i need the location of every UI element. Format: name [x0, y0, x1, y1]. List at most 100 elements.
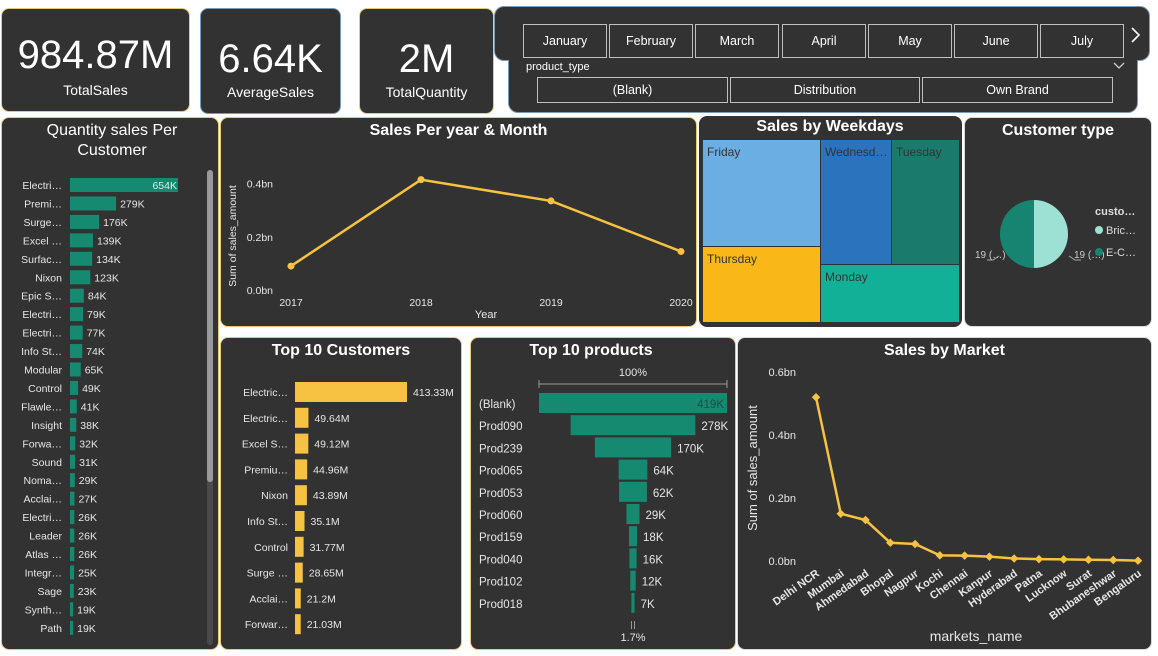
- bar[interactable]: [70, 583, 74, 598]
- treemap-thursday[interactable]: [703, 247, 820, 322]
- month-april[interactable]: April: [782, 24, 866, 58]
- month-february[interactable]: February: [609, 24, 693, 58]
- data-point[interactable]: [1034, 554, 1044, 564]
- data-point[interactable]: [836, 509, 846, 518]
- funnel-bar[interactable]: [594, 437, 672, 458]
- data-point[interactable]: [547, 197, 555, 205]
- bar[interactable]: [70, 399, 77, 414]
- bar[interactable]: [70, 436, 76, 451]
- bar[interactable]: [295, 433, 309, 454]
- bar[interactable]: [70, 620, 74, 635]
- scrollbar-track[interactable]: [207, 170, 213, 645]
- category-label: Noma…: [23, 475, 62, 487]
- funnel-bar[interactable]: [629, 548, 637, 569]
- bar[interactable]: [295, 485, 307, 506]
- chevron-right-icon[interactable]: [1129, 25, 1143, 45]
- month-june[interactable]: June: [954, 24, 1038, 58]
- legend-item[interactable]: Bric…: [1106, 225, 1136, 237]
- product-type-distribution[interactable]: Distribution: [730, 77, 920, 103]
- funnel-bar[interactable]: [618, 459, 648, 480]
- month-january[interactable]: January: [523, 24, 607, 58]
- funnel-bar[interactable]: [628, 526, 638, 547]
- data-point[interactable]: [287, 262, 295, 270]
- data-point[interactable]: [960, 551, 969, 560]
- data-label: 654K: [152, 180, 177, 192]
- bar[interactable]: [70, 454, 76, 469]
- bar[interactable]: [70, 510, 75, 525]
- bar[interactable]: [295, 459, 308, 480]
- month-july[interactable]: July: [1040, 24, 1124, 58]
- bar[interactable]: [70, 602, 74, 617]
- bar[interactable]: [70, 491, 75, 506]
- bar[interactable]: [70, 251, 93, 266]
- bar[interactable]: [70, 547, 75, 561]
- pie-slice-brick[interactable]: [1034, 200, 1068, 268]
- data-point[interactable]: [1108, 555, 1118, 565]
- category-label: Atlas …: [25, 549, 62, 561]
- treemap-friday[interactable]: [703, 140, 820, 246]
- bar[interactable]: [70, 307, 84, 322]
- data-point[interactable]: [935, 551, 945, 560]
- bar[interactable]: [70, 380, 79, 395]
- bar[interactable]: [70, 473, 75, 488]
- data-point[interactable]: [985, 552, 994, 561]
- funnel-bar[interactable]: [570, 415, 696, 436]
- bar[interactable]: [70, 417, 77, 432]
- data-point[interactable]: [910, 539, 920, 549]
- sales-by-weekdays-title: Sales by Weekdays: [756, 118, 904, 135]
- data-point[interactable]: [886, 538, 895, 547]
- scrollbar-thumb[interactable]: [207, 170, 213, 482]
- bar[interactable]: [295, 382, 407, 402]
- product-type-own-brand[interactable]: Own Brand: [922, 77, 1113, 103]
- month-may[interactable]: May: [868, 24, 952, 58]
- bar[interactable]: [70, 362, 81, 377]
- chevron-down-icon[interactable]: [1112, 61, 1126, 71]
- data-label: 29K: [646, 510, 667, 522]
- bar[interactable]: [70, 196, 117, 211]
- bar[interactable]: [70, 270, 91, 285]
- data-label: 16K: [643, 554, 664, 566]
- kpi-value: 2M: [398, 37, 455, 81]
- bar[interactable]: [295, 562, 303, 583]
- category-label: Prod090: [479, 421, 522, 433]
- data-label: 65K: [85, 365, 104, 377]
- pie-slice-ecommerce[interactable]: [1000, 200, 1034, 268]
- data-point[interactable]: [811, 392, 821, 402]
- data-label: 84K: [88, 291, 107, 303]
- treemap-tuesday[interactable]: [892, 140, 959, 264]
- bar[interactable]: [70, 288, 84, 303]
- category-label: Insight: [31, 420, 62, 432]
- month-march[interactable]: March: [695, 24, 779, 58]
- data-point[interactable]: [1059, 555, 1068, 564]
- funnel-bar[interactable]: [626, 504, 640, 524]
- legend-item[interactable]: E-C…: [1106, 247, 1136, 259]
- bar[interactable]: [70, 214, 100, 229]
- category-label: Forwa…: [22, 438, 62, 450]
- bar[interactable]: [295, 407, 309, 428]
- bar[interactable]: [295, 511, 305, 531]
- bar[interactable]: [70, 344, 83, 359]
- bar[interactable]: [70, 233, 93, 248]
- data-label: 176K: [103, 217, 128, 229]
- bar[interactable]: [295, 614, 301, 635]
- data-point[interactable]: [677, 247, 685, 255]
- data-point[interactable]: [417, 176, 425, 184]
- kpi-label: TotalQuantity: [385, 84, 468, 100]
- funnel-bar[interactable]: [631, 592, 635, 613]
- treemap-monday[interactable]: [821, 265, 959, 322]
- product-type-blank[interactable]: (Blank): [537, 77, 728, 103]
- bar[interactable]: [295, 536, 304, 557]
- bar[interactable]: [70, 528, 75, 543]
- bar[interactable]: [70, 565, 75, 580]
- bar[interactable]: [295, 588, 301, 609]
- data-point[interactable]: [1133, 556, 1143, 565]
- funnel-bar[interactable]: [630, 570, 636, 591]
- category-label: Prod040: [479, 554, 522, 566]
- treemap-wednesday[interactable]: [821, 140, 891, 264]
- funnel-bar[interactable]: [539, 393, 727, 413]
- bar[interactable]: [70, 178, 178, 192]
- data-point[interactable]: [1009, 554, 1019, 563]
- data-point[interactable]: [1084, 555, 1093, 564]
- funnel-bar[interactable]: [619, 481, 647, 502]
- bar[interactable]: [70, 325, 83, 340]
